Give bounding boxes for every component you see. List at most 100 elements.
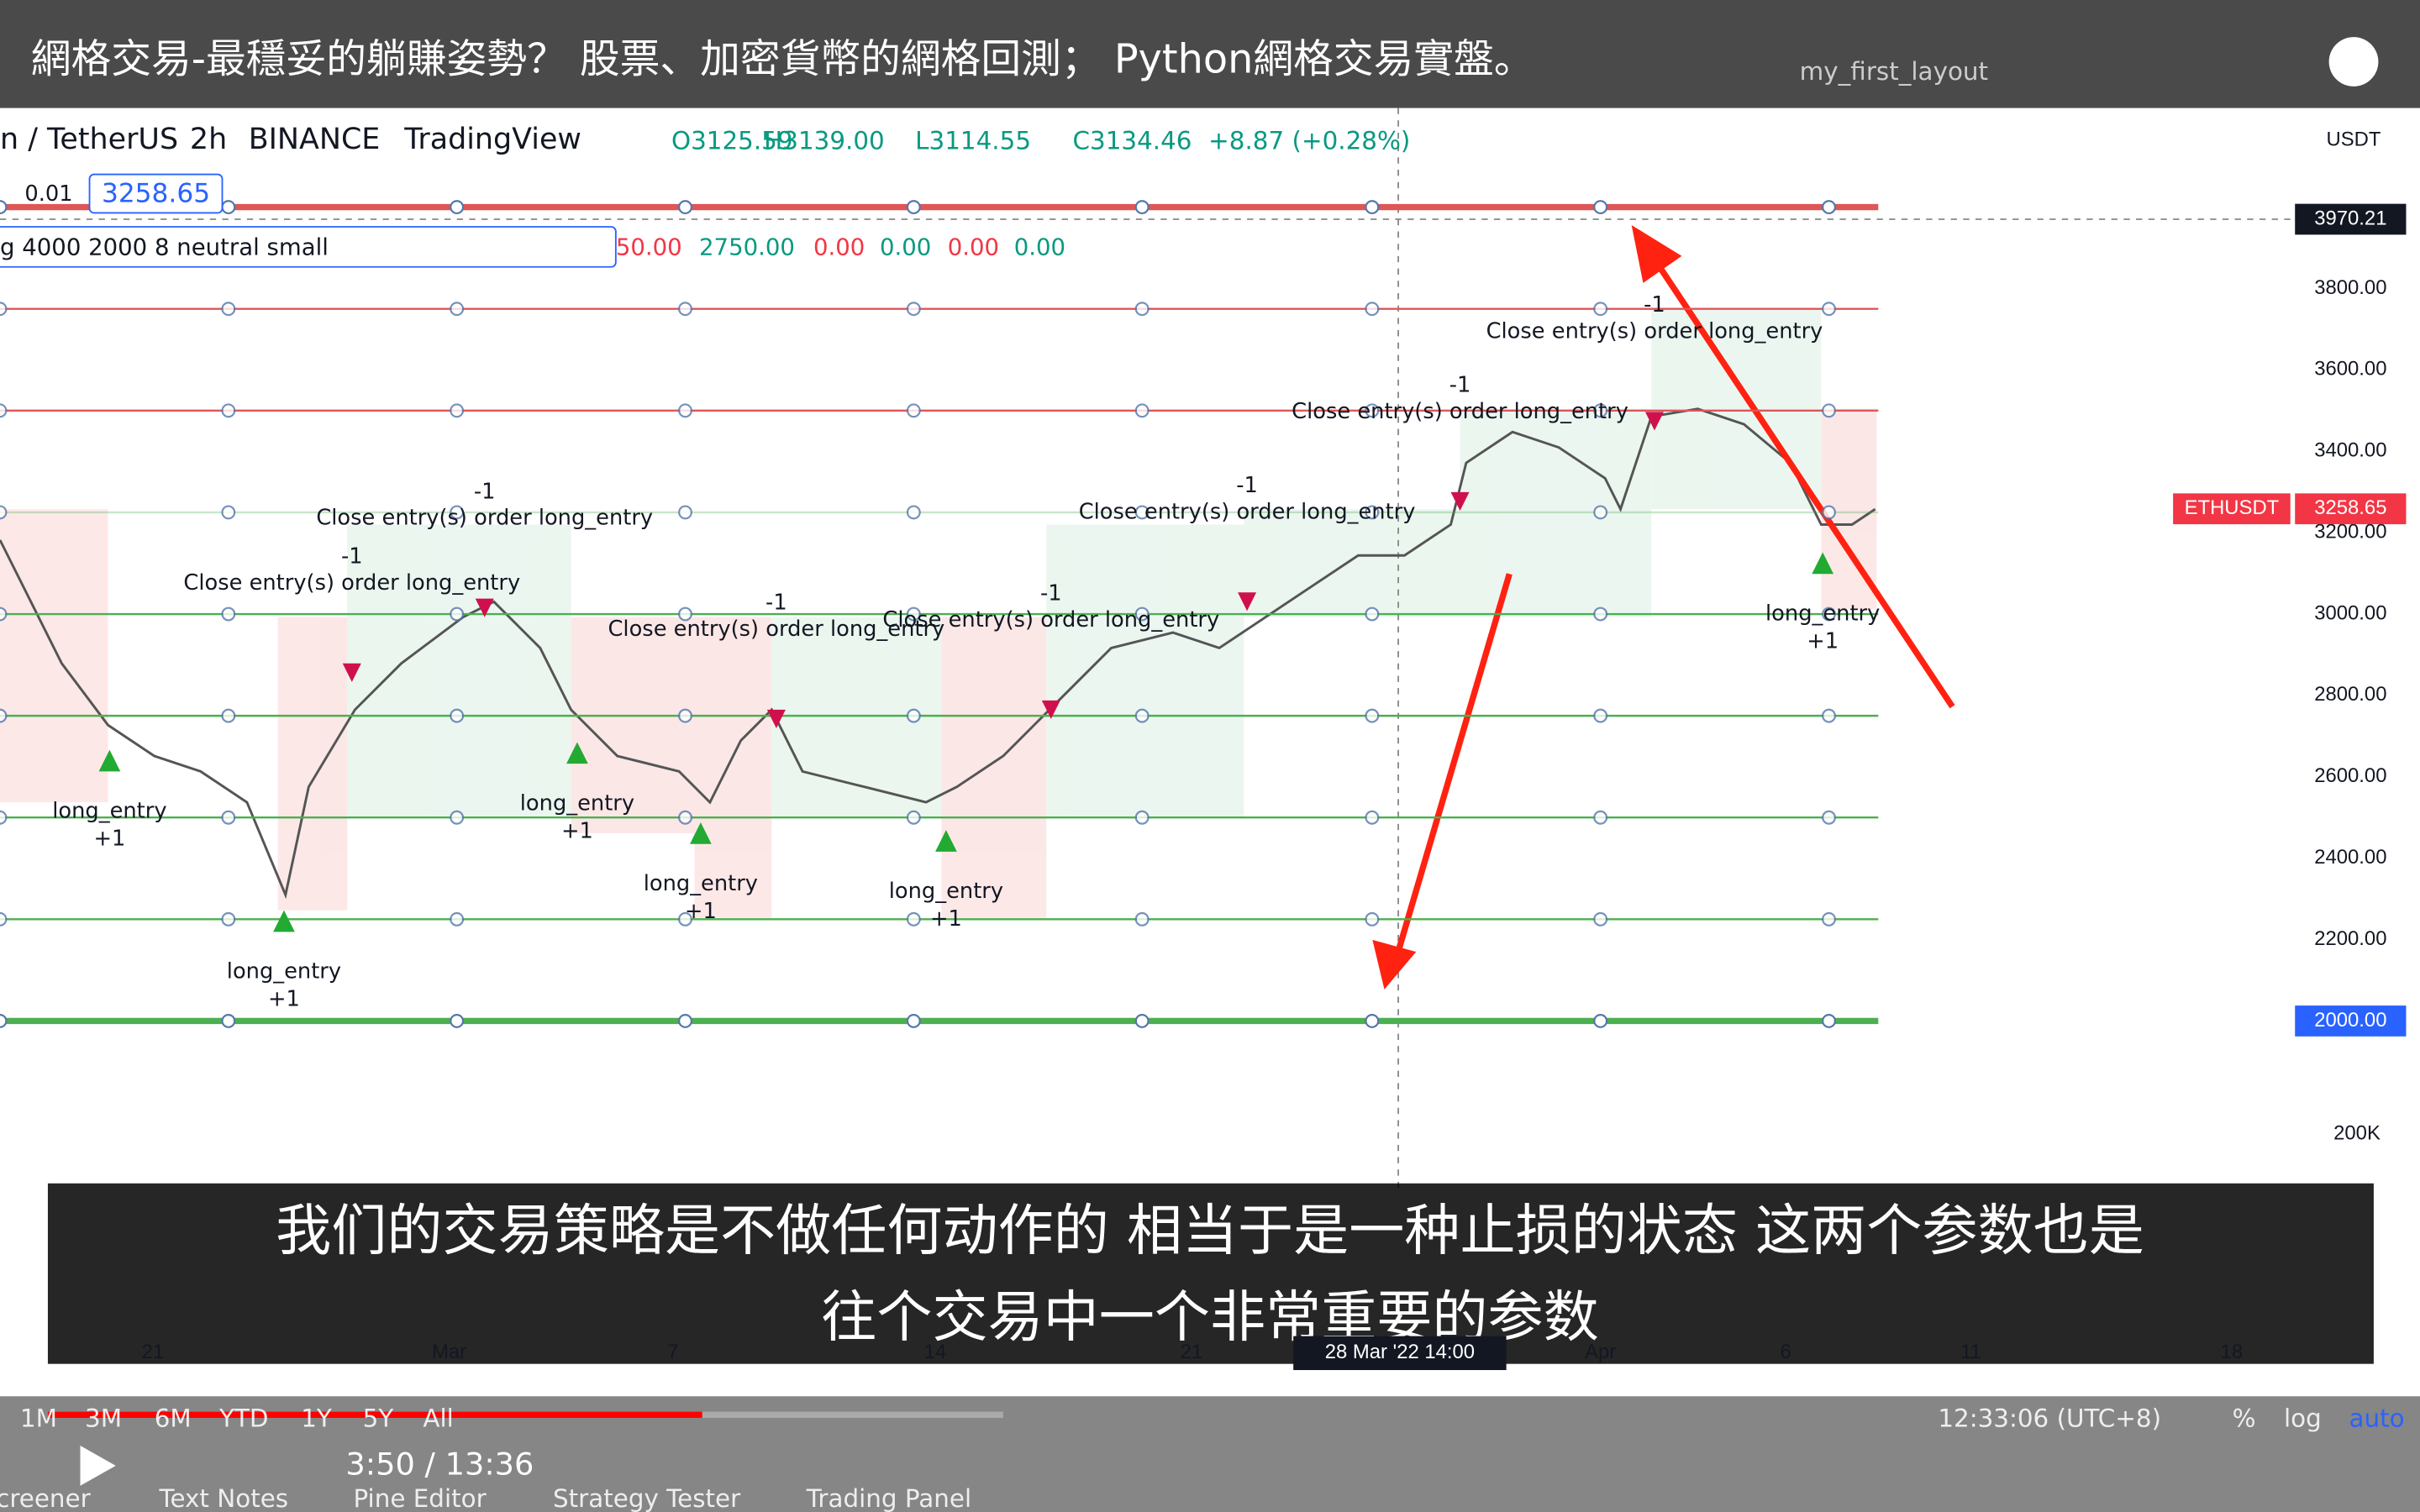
progress-played[interactable]	[47, 1411, 702, 1418]
buy-marker	[935, 830, 957, 852]
order-price-box[interactable]	[88, 173, 224, 214]
symbol-interval: 2h	[190, 123, 227, 156]
indicator-value: 0.00	[880, 234, 931, 261]
order-label: Close entry(s) order long_entry	[183, 570, 520, 596]
symbol-tag-text: ETHUSDT	[2185, 496, 2280, 519]
range-button[interactable]: 5Y	[363, 1404, 394, 1432]
time-label: 21	[142, 1341, 165, 1363]
grid-handle	[906, 708, 921, 723]
play-button[interactable]	[80, 1446, 116, 1486]
grid-handle	[0, 505, 8, 520]
bottom-tab[interactable]: Pine Editor	[353, 1484, 487, 1512]
order-qty: +1	[561, 819, 593, 844]
sell-marker	[342, 663, 361, 682]
grid-handle	[1822, 302, 1836, 317]
range-button[interactable]: 6M	[155, 1404, 192, 1432]
bottom-tab[interactable]: Text Notes	[159, 1484, 289, 1512]
price-tick-label: 2800.00	[2314, 683, 2386, 706]
range-button[interactable]: All	[423, 1404, 453, 1432]
bottom-tab[interactable]: Strategy Tester	[553, 1484, 741, 1512]
grid-handle	[0, 200, 8, 215]
grid-handle	[0, 606, 8, 622]
grid-handle	[1365, 505, 1380, 520]
time-label: 6	[1780, 1341, 1791, 1363]
grid-handle	[1134, 302, 1150, 317]
grid-handle	[1822, 708, 1836, 723]
time-label: 18	[2221, 1341, 2244, 1363]
order-qty: -1	[1040, 581, 1062, 606]
layout-name[interactable]: my_first_layout	[1800, 57, 1988, 86]
range-button[interactable]: 1M	[20, 1404, 57, 1432]
order-qty: -1	[1644, 292, 1665, 318]
grid-handle	[906, 1014, 921, 1028]
range-button[interactable]: YTD	[218, 1404, 269, 1432]
bottom-tab[interactable]: Trading Panel	[806, 1484, 971, 1512]
grid-handle	[450, 505, 465, 520]
bottom-tab[interactable]: creener	[0, 1484, 92, 1512]
scale-toggle[interactable]: log	[2284, 1404, 2322, 1432]
grid-handle	[1593, 1014, 1608, 1028]
time-cursor-box	[1293, 1336, 1507, 1371]
grid-handle	[1365, 810, 1380, 825]
grid-handle	[221, 1014, 236, 1028]
order-label: Close entry(s) order long_entry	[1486, 318, 1823, 344]
grid-handle	[1365, 606, 1380, 622]
indicator-box[interactable]	[0, 226, 617, 268]
grid-handle	[678, 1014, 692, 1028]
grid-handle	[450, 200, 465, 215]
grid-handle	[0, 1014, 8, 1028]
buy-marker	[566, 742, 588, 764]
grid-handle	[1593, 810, 1608, 825]
range-button[interactable]: 3M	[85, 1404, 122, 1432]
ohlc-value: O3125.59	[671, 126, 793, 155]
order-label: long_entry	[1765, 601, 1880, 627]
bottom-price-label: 2000.00	[2314, 1009, 2386, 1032]
currency[interactable]: USDT	[2327, 128, 2381, 150]
sell-marker	[475, 598, 494, 617]
time-label: Mar	[432, 1341, 466, 1363]
time-label: 14	[924, 1341, 947, 1363]
order-label: long_entry	[227, 959, 341, 984]
grid-handle	[906, 403, 921, 418]
bottom-price-label-box	[2295, 1005, 2407, 1037]
grid-handle	[1134, 403, 1150, 418]
grid-handle	[450, 606, 465, 622]
price-tick-label: 2200.00	[2314, 927, 2386, 950]
grid-handle	[906, 505, 921, 520]
volume-label: 200K	[2333, 1121, 2381, 1144]
symbol-source: TradingView	[403, 123, 581, 156]
video-time: 3:50 / 13:36	[345, 1446, 534, 1482]
order-qty: -1	[1449, 373, 1471, 398]
grid-handle	[1593, 708, 1608, 723]
info-icon[interactable]	[2328, 37, 2379, 87]
scale-toggle[interactable]: auto	[2349, 1404, 2405, 1432]
time-label: Apr	[1585, 1341, 1616, 1363]
order-label: Close entry(s) order long_entry	[316, 506, 653, 531]
buy-marker	[690, 822, 712, 844]
buy-marker	[98, 749, 121, 772]
range-button[interactable]: 1Y	[301, 1404, 332, 1432]
indicator-name: g 4000 2000 8 neutral small	[0, 234, 329, 261]
scale-toggle[interactable]: %	[2233, 1404, 2256, 1432]
subtitle-box	[47, 1183, 2374, 1364]
grid-handle	[0, 708, 8, 723]
ohlc-value: C3134.46	[1073, 126, 1192, 155]
price-axis	[2291, 108, 2420, 1096]
order-qty: -1	[474, 479, 496, 504]
grid-handle	[450, 302, 465, 317]
ohlc-value: +8.87 (+0.28%)	[1208, 126, 1410, 155]
grid-handle	[221, 505, 236, 520]
time-label: 7	[667, 1341, 678, 1363]
grid-handle	[1365, 200, 1380, 215]
indicator-value: 0.00	[813, 234, 865, 261]
price-tick-label: 3000.00	[2314, 601, 2386, 624]
sell-marker	[1238, 592, 1257, 612]
crosshair-label-box	[2295, 203, 2407, 235]
indicator-value: 0.00	[948, 234, 999, 261]
grid-handle	[0, 403, 8, 418]
order-label: long_entry	[644, 871, 758, 896]
grid-handle	[678, 302, 692, 317]
arrows	[1372, 224, 1955, 990]
price-tick-label: 2400.00	[2314, 846, 2386, 869]
grid-handle	[1365, 1014, 1380, 1028]
